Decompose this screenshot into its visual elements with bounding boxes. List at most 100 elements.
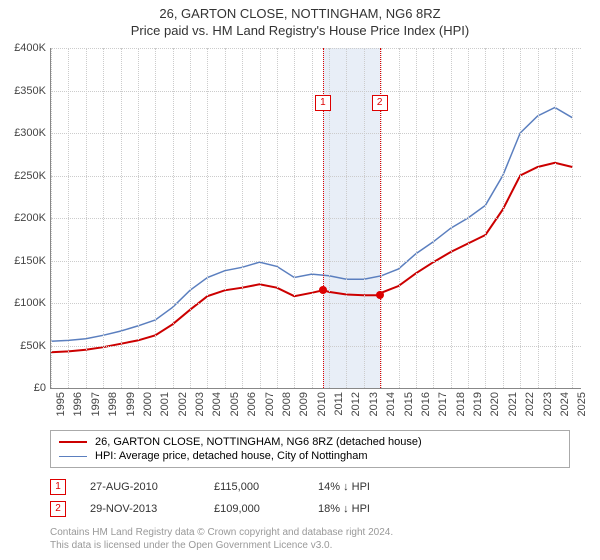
attribution-line-2: This data is licensed under the Open Gov…	[50, 539, 570, 552]
gridline-h	[51, 218, 581, 219]
legend-label: HPI: Average price, detached house, City…	[95, 450, 368, 462]
gridline-v	[68, 48, 69, 388]
gridline-v	[260, 48, 261, 388]
sale-price: £115,000	[214, 481, 294, 493]
gridline-v	[173, 48, 174, 388]
y-axis-label: £50K	[20, 340, 46, 352]
gridline-v	[572, 48, 573, 388]
gridline-v	[190, 48, 191, 388]
x-axis-label: 2002	[177, 392, 189, 416]
gridline-h	[51, 176, 581, 177]
x-axis-label: 1999	[125, 392, 137, 416]
legend-swatch	[59, 441, 87, 443]
x-axis-label: 2010	[316, 392, 328, 416]
chart-title: 26, GARTON CLOSE, NOTTINGHAM, NG6 8RZ	[0, 6, 600, 21]
x-axis-label: 1995	[55, 392, 67, 416]
x-axis-label: 2007	[264, 392, 276, 416]
x-axis-label: 2011	[333, 392, 345, 416]
x-axis-label: 2016	[420, 392, 432, 416]
x-axis-label: 2005	[229, 392, 241, 416]
attribution-line-1: Contains HM Land Registry data © Crown c…	[50, 526, 570, 539]
gridline-h	[51, 303, 581, 304]
gridline-h	[51, 261, 581, 262]
gridline-v	[312, 48, 313, 388]
gridline-v	[138, 48, 139, 388]
gridline-h	[51, 133, 581, 134]
gridline-h	[51, 48, 581, 49]
gridline-v	[468, 48, 469, 388]
x-axis-label: 1997	[90, 392, 102, 416]
x-axis-label: 2015	[403, 392, 415, 416]
sale-diff: 14% ↓ HPI	[318, 481, 370, 493]
gridline-h	[51, 91, 581, 92]
legend-row: HPI: Average price, detached house, City…	[59, 449, 561, 463]
gridline-v	[503, 48, 504, 388]
chart-subtitle: Price paid vs. HM Land Registry's House …	[0, 23, 600, 38]
sale-number-box: 1	[50, 479, 66, 495]
sale-number-box: 2	[50, 501, 66, 517]
gridline-v	[485, 48, 486, 388]
gridline-v	[538, 48, 539, 388]
gridline-h	[51, 346, 581, 347]
gridline-v	[155, 48, 156, 388]
gridline-v	[86, 48, 87, 388]
gridline-v	[225, 48, 226, 388]
gridline-v	[294, 48, 295, 388]
x-axis-label: 2020	[489, 392, 501, 416]
x-axis-label: 2017	[437, 392, 449, 416]
y-axis-label: £250K	[14, 170, 46, 182]
x-axis-label: 1996	[72, 392, 84, 416]
gridline-v	[520, 48, 521, 388]
sale-marker-box: 1	[315, 95, 331, 111]
sale-diff: 18% ↓ HPI	[318, 503, 370, 515]
legend-region: 26, GARTON CLOSE, NOTTINGHAM, NG6 8RZ (d…	[50, 430, 570, 552]
gridline-v	[346, 48, 347, 388]
x-axis-label: 2022	[524, 392, 536, 416]
y-axis-label: £300K	[14, 127, 46, 139]
x-axis-label: 2025	[576, 392, 588, 416]
gridline-v	[242, 48, 243, 388]
attribution: Contains HM Land Registry data © Crown c…	[50, 526, 570, 552]
sales-table-row: 1 27-AUG-2010 £115,000 14% ↓ HPI	[50, 476, 570, 498]
y-axis-label: £0	[34, 382, 46, 394]
x-axis-label: 2008	[281, 392, 293, 416]
x-axis-label: 2004	[211, 392, 223, 416]
gridline-v	[207, 48, 208, 388]
gridline-v	[399, 48, 400, 388]
sale-price: £109,000	[214, 503, 294, 515]
sale-date: 29-NOV-2013	[90, 503, 190, 515]
gridline-v	[416, 48, 417, 388]
x-axis-label: 2003	[194, 392, 206, 416]
sale-date: 27-AUG-2010	[90, 481, 190, 493]
sale-marker-box: 2	[372, 95, 388, 111]
x-axis-label: 2024	[559, 392, 571, 416]
plot-region: £0£50K£100K£150K£200K£250K£300K£350K£400…	[50, 48, 581, 389]
y-axis-label: £100K	[14, 297, 46, 309]
y-axis-label: £350K	[14, 85, 46, 97]
sale-dot	[376, 291, 384, 299]
x-axis-label: 2018	[455, 392, 467, 416]
gridline-v	[121, 48, 122, 388]
gridline-v	[451, 48, 452, 388]
sale-dot	[319, 286, 327, 294]
legend-row: 26, GARTON CLOSE, NOTTINGHAM, NG6 8RZ (d…	[59, 435, 561, 449]
x-axis-label: 2000	[142, 392, 154, 416]
x-axis-label: 2021	[507, 392, 519, 416]
x-axis-label: 2012	[350, 392, 362, 416]
gridline-v	[433, 48, 434, 388]
x-axis-label: 1998	[107, 392, 119, 416]
y-axis-label: £200K	[14, 212, 46, 224]
gridline-v	[555, 48, 556, 388]
x-axis-label: 2023	[542, 392, 554, 416]
gridline-v	[103, 48, 104, 388]
legend-swatch	[59, 456, 87, 457]
gridline-v	[51, 48, 52, 388]
sales-table-row: 2 29-NOV-2013 £109,000 18% ↓ HPI	[50, 498, 570, 520]
y-axis-label: £150K	[14, 255, 46, 267]
sales-table: 1 27-AUG-2010 £115,000 14% ↓ HPI 2 29-NOV-201…	[50, 476, 570, 520]
x-axis-label: 2013	[368, 392, 380, 416]
x-axis-label: 2019	[472, 392, 484, 416]
x-axis-label: 2009	[298, 392, 310, 416]
y-axis-label: £400K	[14, 42, 46, 54]
legend-label: 26, GARTON CLOSE, NOTTINGHAM, NG6 8RZ (d…	[95, 436, 422, 448]
